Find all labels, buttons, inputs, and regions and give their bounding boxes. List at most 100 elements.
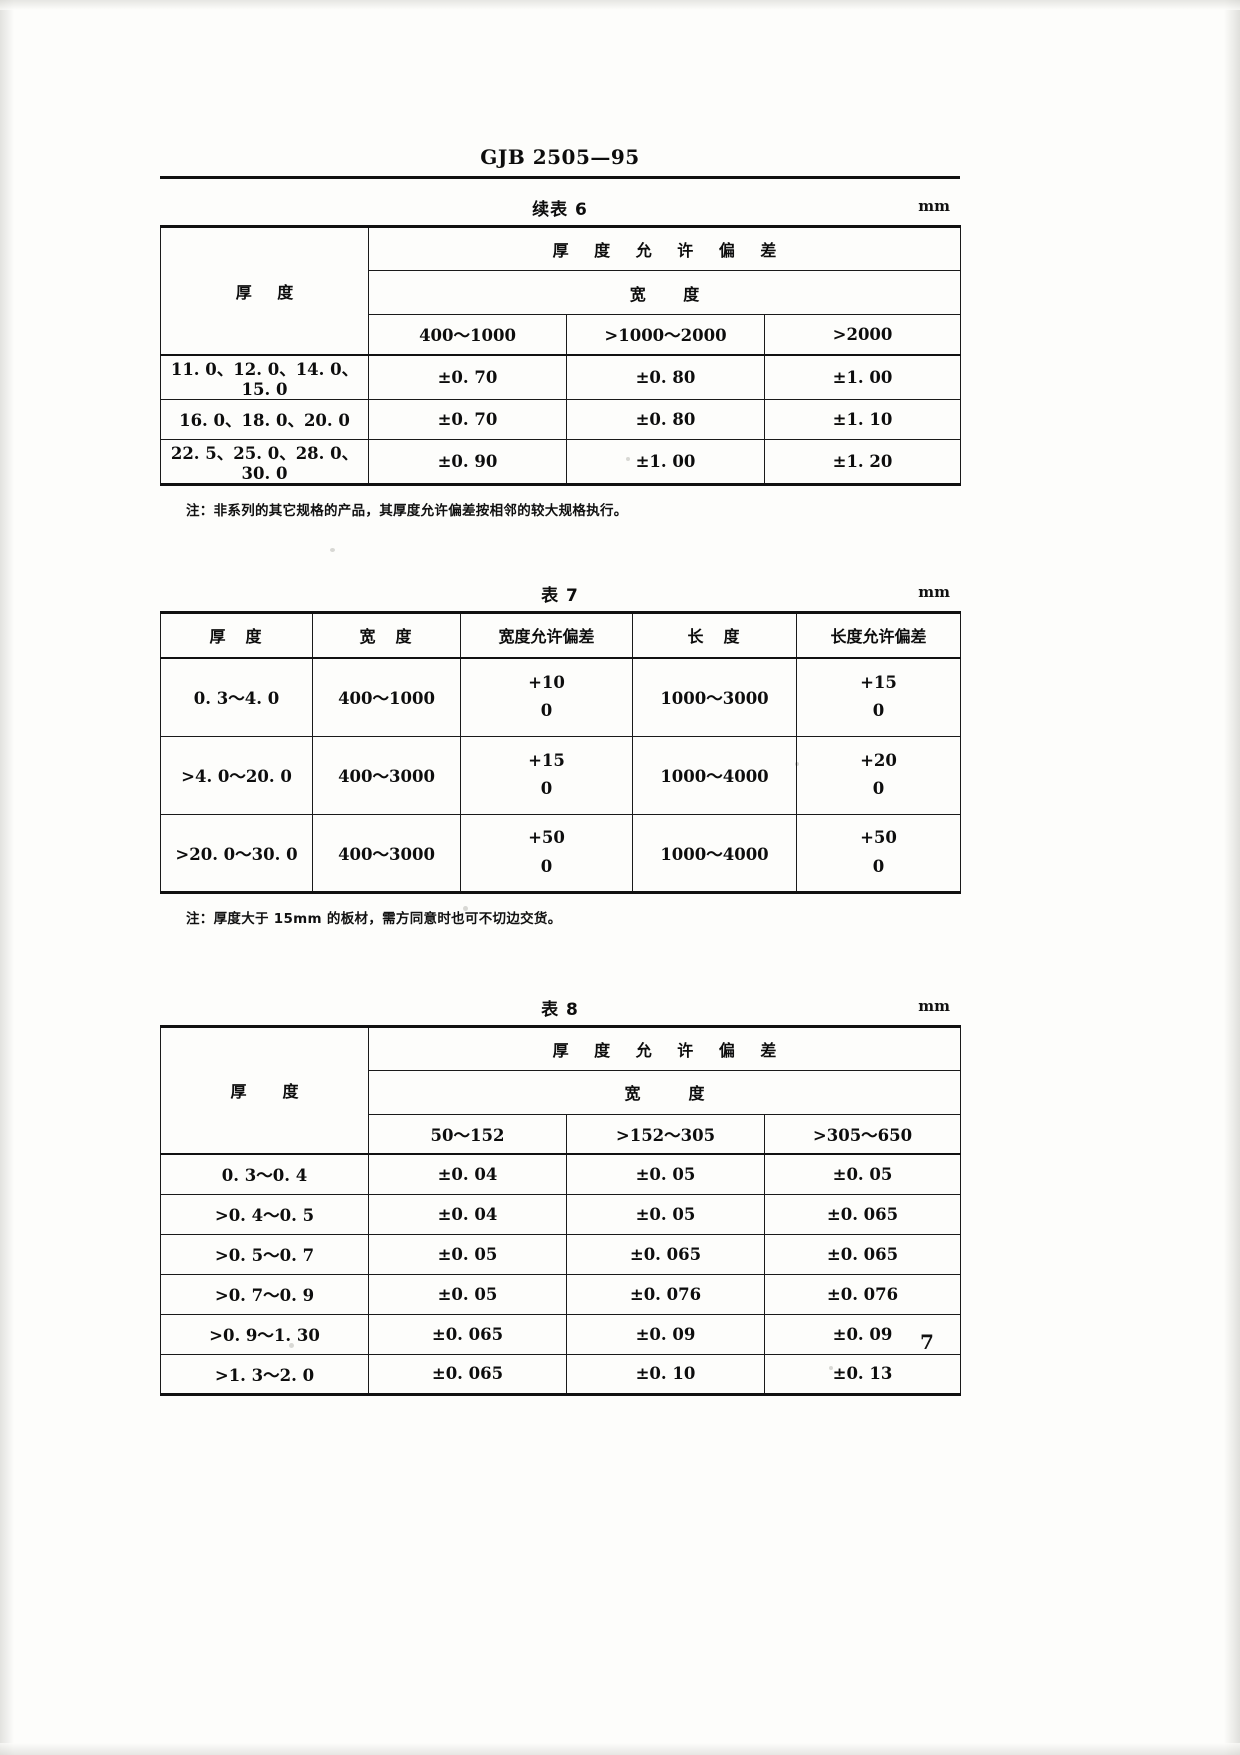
table-row: 50～152 >152～305 >305～650 (161, 1113, 962, 1155)
table8-row-label: >0. 9～1. 30 (160, 1313, 369, 1355)
table7-col-header-width: 宽 度 (312, 611, 461, 659)
scan-edge-bottom (0, 1743, 1240, 1755)
tolerance-upper: +15 (528, 750, 565, 770)
table7-width-tolerance: +10 0 (460, 657, 633, 737)
table7-length-tolerance: +15 0 (796, 657, 961, 737)
table8-cell: ±0. 05 (566, 1193, 765, 1235)
table7-length: 1000～4000 (632, 735, 797, 815)
table8-cell: ±0. 076 (763, 1273, 962, 1315)
table6-cell: ±1. 20 (763, 438, 962, 485)
table6-caption: 续表 6 (532, 200, 588, 220)
table8-cell: ±0. 13 (763, 1353, 962, 1395)
table8-cell: ±0. 065 (368, 1353, 567, 1395)
table-row: 宽 度 (161, 270, 962, 315)
table7-caption: 表 7 (541, 585, 579, 606)
table8-header-group-sub: 宽 度 (367, 1069, 962, 1115)
table6-cell: ±0. 70 (368, 398, 567, 440)
table-row: 0. 3～0. 4 ±0. 04 ±0. 05 ±0. 05 (160, 1153, 962, 1195)
table-row: 厚 度 宽 度 宽度允许偏差 长 度 长度允许偏差 (160, 611, 961, 659)
table6-unit: mm (918, 197, 950, 215)
table8-col-header: >305～650 (763, 1113, 962, 1155)
table-row: >1. 3～2. 0 ±0. 065 ±0. 10 ±0. 13 (160, 1353, 962, 1395)
table-row: >0. 9～1. 30 ±0. 065 ±0. 09 ±0. 09 (160, 1313, 962, 1355)
tolerance-upper: +10 (528, 673, 565, 693)
table8-row-label: >1. 3～2. 0 (160, 1353, 369, 1395)
table8-cell: ±0. 05 (368, 1233, 567, 1275)
table6-row-label: 16. 0、18. 0、20. 0 (160, 398, 369, 440)
table6-cell: ±1. 10 (763, 398, 962, 440)
table7-thickness: >4. 0～20. 0 (160, 735, 313, 815)
tolerance-lower: 0 (540, 779, 553, 798)
table8-cell: ±0. 04 (368, 1193, 567, 1235)
tolerance-upper: +15 (860, 673, 897, 693)
table7-length: 1000～4000 (632, 813, 797, 893)
table7-width-tolerance: +50 0 (460, 813, 633, 893)
table8-cell: ±0. 09 (566, 1313, 765, 1355)
table-row: >0. 5～0. 7 ±0. 05 ±0. 065 ±0. 065 (160, 1233, 962, 1275)
tolerance-lower: 0 (872, 856, 885, 876)
table8-row-label: >0. 5～0. 7 (160, 1233, 369, 1275)
table7-length: 1000～3000 (632, 657, 797, 737)
tolerance-lower: 0 (540, 701, 553, 721)
table6-row-label: 11. 0、12. 0、14. 0、15. 0 (160, 353, 369, 400)
table7-width: 400～3000 (312, 735, 461, 815)
table6-cell: ±1. 00 (763, 353, 962, 400)
table7-unit: mm (918, 582, 950, 601)
table6-cell: ±0. 80 (566, 398, 765, 440)
table8-cell: ±0. 04 (368, 1153, 567, 1195)
tolerance-lower: 0 (872, 701, 885, 721)
table7-col-header-thickness: 厚 度 (160, 611, 313, 659)
table6-col-header: 400～1000 (368, 314, 567, 355)
table6-header-group-title: 厚 度 允 许 偏 差 (367, 226, 962, 271)
table7-thickness: 0. 3～4. 0 (160, 657, 313, 737)
running-head: GJB 2505—95 (480, 145, 640, 169)
tolerance-lower: 0 (540, 856, 553, 876)
table7-length-tolerance: +20 0 (796, 735, 961, 815)
table6-header-thickness: 厚 度 (160, 226, 369, 355)
table8-cell: ±0. 065 (368, 1313, 567, 1355)
table8-caption-row: 表 8 mm (160, 995, 960, 1025)
scan-edge-left (0, 0, 14, 1755)
table-row: >20. 0～30. 0 400～3000 +50 0 1000～4000 +5… (160, 813, 961, 893)
table6-cell: ±0. 80 (566, 353, 765, 400)
table7-col-header-length-tol: 长度允许偏差 (796, 611, 961, 659)
spacer (160, 927, 960, 979)
table8-cell: ±0. 05 (763, 1153, 962, 1195)
table7-width-tolerance: +15 0 (460, 735, 633, 815)
table7-caption-row: 表 7 mm (160, 581, 960, 611)
table-row: 400～1000 >1000～2000 >2000 (161, 314, 962, 355)
table6-col-header: >2000 (763, 314, 962, 355)
table8-row-label: >0. 7～0. 9 (160, 1273, 369, 1315)
scan-speck (463, 906, 468, 911)
table8-row-label: >0. 4～0. 5 (160, 1193, 369, 1235)
table7-thickness: >20. 0～30. 0 (160, 813, 313, 893)
table8-col-header: 50～152 (368, 1113, 567, 1155)
table7-col-header-width-tol: 宽度允许偏差 (460, 611, 633, 659)
tolerance-upper: +20 (860, 750, 897, 770)
table-row: >0. 7～0. 9 ±0. 05 ±0. 076 ±0. 076 (160, 1273, 962, 1315)
table8-cell: ±0. 065 (763, 1233, 962, 1275)
table-7: 厚 度 宽 度 宽度允许偏差 长 度 长度允许偏差 0. 3～4. 0 400～… (160, 610, 961, 894)
page-number: 7 (920, 1330, 934, 1354)
table8-unit: mm (918, 996, 950, 1015)
table8-cell: ±0. 065 (566, 1233, 765, 1275)
table7-width: 400～1000 (312, 657, 461, 737)
table8-col-header: >152～305 (566, 1113, 765, 1155)
table8-cell: ±0. 065 (763, 1193, 962, 1235)
tolerance-upper: +50 (528, 828, 565, 848)
table8-cell: ±0. 09 (763, 1313, 962, 1355)
tolerance-upper: +50 (860, 828, 897, 848)
table7-length-tolerance: +50 0 (796, 813, 961, 893)
table6-note: 注：非系列的其它规格的产品，其厚度允许偏差按相邻的较大规格执行。 (186, 502, 628, 519)
table8-header-thickness: 厚 度 (160, 1025, 369, 1155)
table6-caption-row: 续表 6 mm (160, 195, 960, 225)
table8-caption: 表 8 (541, 999, 579, 1020)
table-row: 厚 度 厚 度 允 许 偏 差 (160, 226, 962, 355)
table-row: 11. 0、12. 0、14. 0、15. 0 ±0. 70 ±0. 80 ±1… (160, 353, 962, 400)
table-row: 16. 0、18. 0、20. 0 ±0. 70 ±0. 80 ±1. 10 (160, 398, 962, 440)
scan-edge-top (0, 0, 1240, 10)
table-continued-6: 厚 度 厚 度 允 许 偏 差 宽 度 400～1000 >1000～2000 … (160, 225, 962, 486)
page-content: GJB 2505—95 续表 6 mm 厚 度 厚 度 允 许 偏 差 宽 度 (160, 0, 962, 1396)
table8-cell: ±0. 076 (566, 1273, 765, 1315)
table8-row-label: 0. 3～0. 4 (160, 1153, 369, 1195)
